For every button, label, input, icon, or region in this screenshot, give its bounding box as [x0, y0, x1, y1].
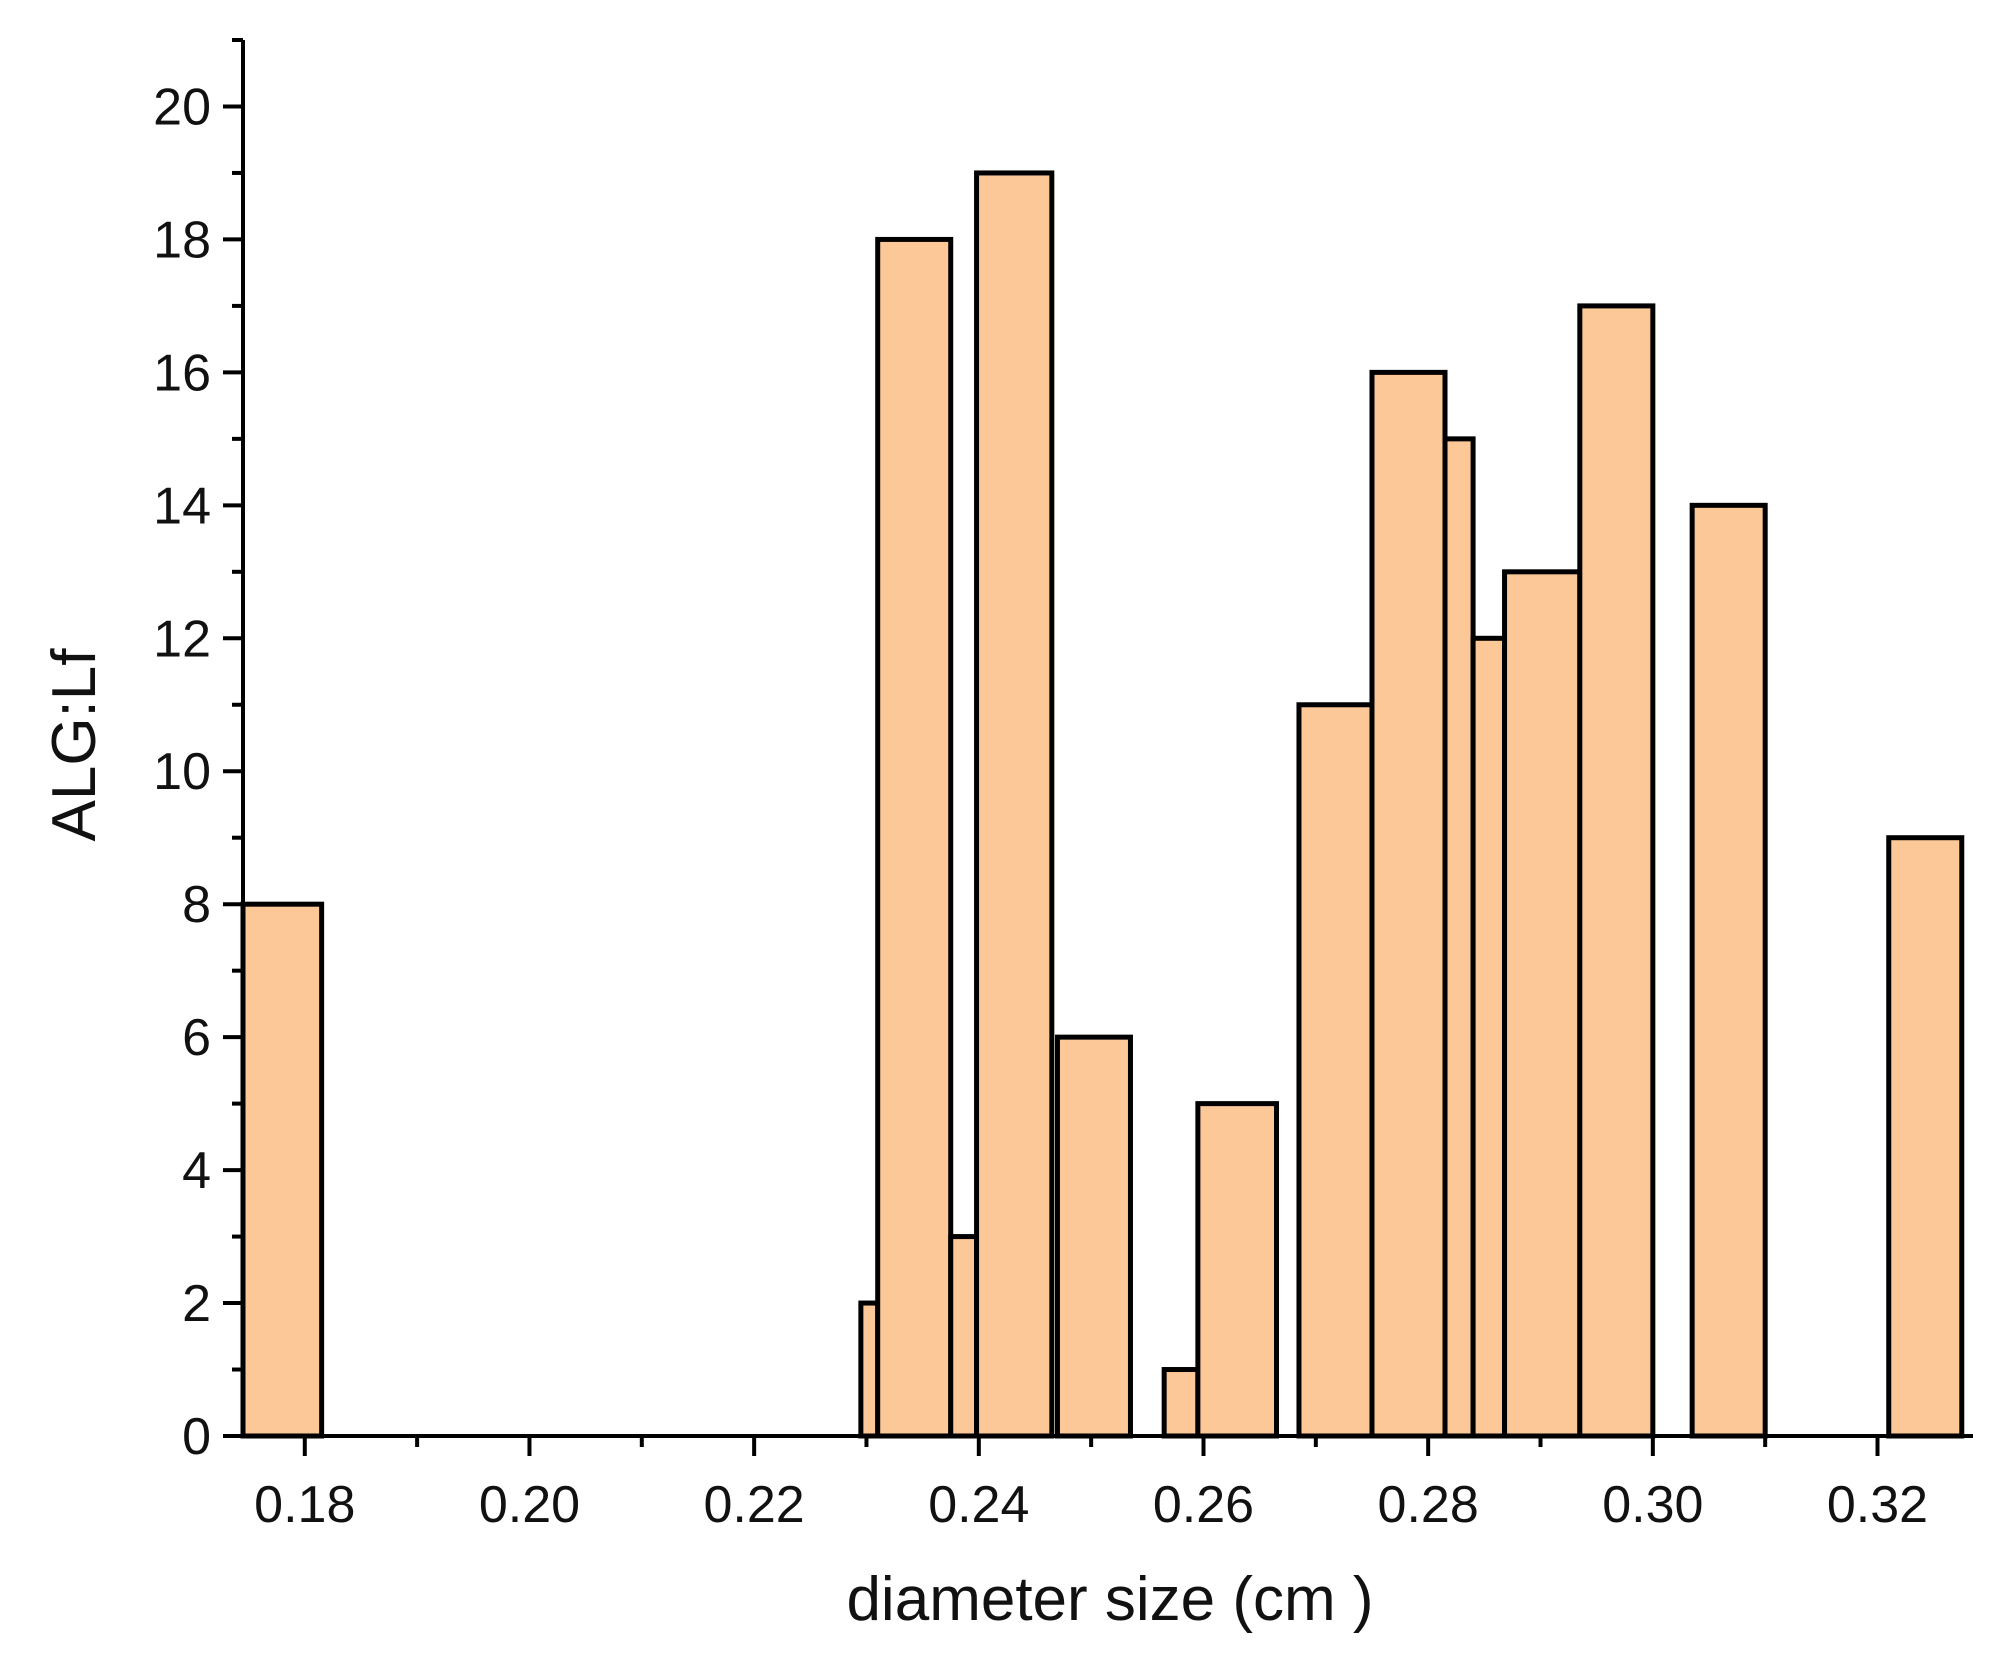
- bar-10: [1442, 436, 1476, 1439]
- y-tick-label: 4: [182, 1142, 211, 1200]
- bar-3: [948, 1234, 980, 1439]
- x-tick-label: 0.24: [928, 1476, 1029, 1534]
- y-tick-label: 6: [182, 1009, 211, 1067]
- bar-6: [1161, 1367, 1201, 1439]
- y-tick-label: 20: [153, 78, 211, 136]
- y-tick-label: 2: [182, 1275, 211, 1333]
- y-tick-label: 18: [153, 211, 211, 269]
- bar-8: [1296, 702, 1375, 1439]
- x-tick-label: 0.32: [1827, 1476, 1928, 1534]
- bar-14: [1689, 502, 1768, 1439]
- y-tick-label: 10: [153, 743, 211, 801]
- bar-15: [1886, 835, 1965, 1439]
- y-tick-label: 8: [182, 876, 211, 934]
- y-axis-title: ALG:Lf: [40, 648, 109, 842]
- bars-layer: [240, 170, 1965, 1439]
- y-tick-label: 14: [153, 477, 211, 535]
- x-axis-title: diameter size (cm ): [846, 1565, 1373, 1634]
- bar-13: [1577, 303, 1656, 1439]
- x-tick-label: 0.22: [704, 1476, 805, 1534]
- bar-2: [875, 236, 954, 1439]
- y-tick-label: 0: [182, 1408, 211, 1466]
- x-tick-label: 0.18: [254, 1476, 355, 1534]
- bar-7: [1195, 1101, 1280, 1439]
- bar-4: [974, 170, 1055, 1439]
- bar-12: [1502, 569, 1583, 1439]
- x-tick-label: 0.30: [1602, 1476, 1703, 1534]
- x-tick-label: 0.20: [479, 1476, 580, 1534]
- ticks-layer: 0 2 4 6 8 10 12 14 16 18 20 0.18 0.20 0.22 0.24 0.26 0.2…: [153, 38, 1928, 1534]
- x-tick-label: 0.26: [1153, 1476, 1254, 1534]
- bar-9: [1369, 369, 1448, 1439]
- x-tick-label: 0.28: [1378, 1476, 1479, 1534]
- bar-5: [1054, 1034, 1133, 1439]
- y-tick-label: 16: [153, 344, 211, 402]
- y-tick-label: 12: [153, 610, 211, 668]
- bar-1: [858, 1300, 881, 1439]
- bar-11: [1470, 635, 1508, 1439]
- bar-0: [240, 901, 325, 1439]
